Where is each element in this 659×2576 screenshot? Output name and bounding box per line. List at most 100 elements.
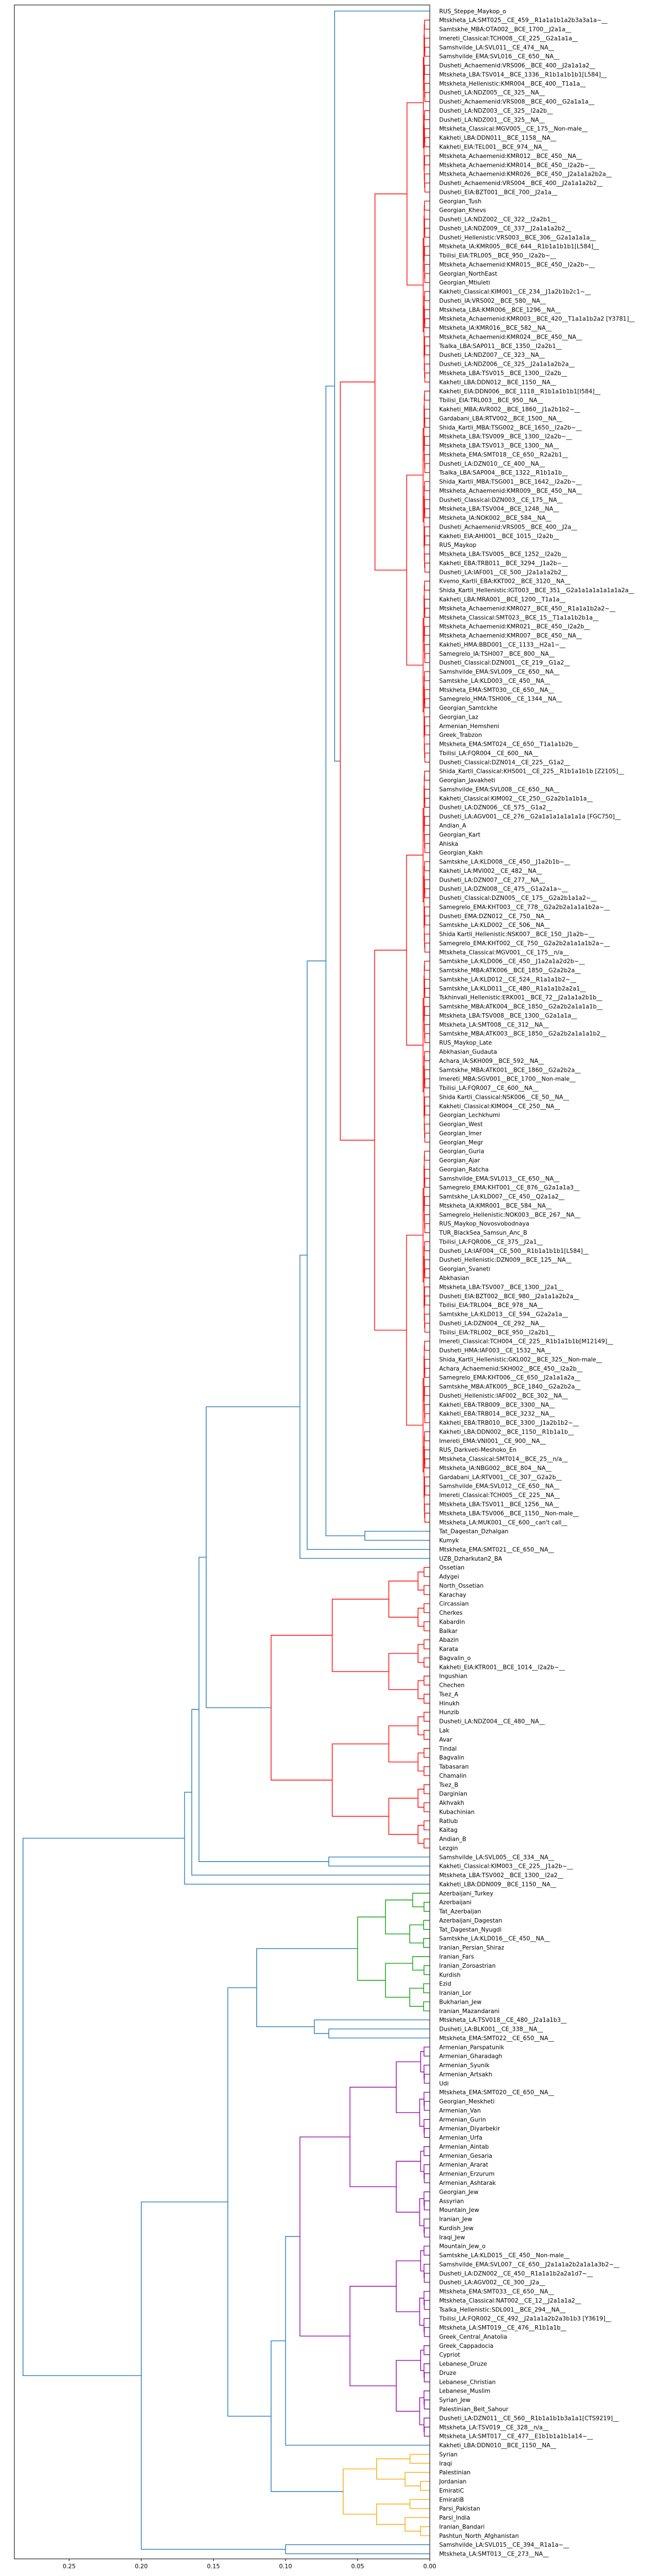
leaf-label: Mtskheta_LA:TSV018__CE_480__J2a1a1b3__ [439,2017,567,2024]
dendrogram-link [424,1341,430,1351]
leaf-label: Palestinian_Beit_Sahour [439,2406,509,2413]
dendrogram-link [423,1748,430,1758]
dendrogram-link [424,942,430,953]
dendrogram-link [418,1680,424,1699]
dendrogram-link [419,2198,424,2226]
leaf-label: Tbilisi_LA:FQR007__CE_600__NA__ [439,1085,539,1092]
leaf-label: Mtskheta_LBA:TSV006__BCE_1150__Non-male_… [439,1510,579,1517]
dendrogram-link [423,125,425,171]
leaf-label: Tsez_B [439,1782,458,1788]
dendrogram-link [420,2250,424,2272]
leaf-label: Iranian_Fars [439,1954,474,1961]
leaf-label: Dusheti_LA:NDZ004__CE_480__NA__ [439,1719,545,1725]
dendrogram-link [424,481,430,491]
leaf-label: Armenian_Erzurum [439,2171,494,2178]
dendrogram-link [256,1948,358,2027]
leaf-label: Tindal [439,1746,457,1752]
dendrogram-link [423,1639,430,1650]
leaf-label: Kakheti_EBA:TRB014__BCE_3232__NA__ [439,1411,555,1418]
leaf-label: Dusheti_LA:NDZ005__CE_325__NA__ [439,89,545,96]
leaf-label: Mtskheta_EMA:SMT018__CE_650__R2a2b1__ [439,451,568,458]
leaf-label: RUS_Maykop [439,542,477,549]
leaf-label: Samtskhe_MBA:ATK003__BCE_1850__G2a2b2a1a… [439,1031,607,1037]
dendrogram-link [423,2219,430,2233]
leaf-label: Dusheti_Hellenistic:DZN009__BCE_125__NA_… [439,1257,572,1263]
leaf-label: Dusheti_EIA:BZT001__BCE_700__J2a1a__ [439,189,558,196]
dendrogram-link [418,1752,424,1772]
dendrogram-link [424,2372,430,2383]
dendrogram-link [388,1798,418,1835]
leaf-label: Mtskheta_Achaemenid:KMR012__BCE_450__NA_… [439,153,582,160]
leaf-label: Tsalka_Hellenistic:SDL001__BCE_294__NA__ [439,2306,566,2313]
leaf-label: Tbilisi_EIA:TRL004__BCE_978__NA__ [439,1302,544,1309]
leaf-label: Parsi_Pakistan [439,2506,480,2512]
leaf-label: Dusheti_Achaemenid:VRS008__BCE_400__G2a1… [439,99,595,106]
dendrogram-link [423,2046,430,2057]
dendrogram-link [424,1223,430,1233]
dendrogram-link [420,2350,424,2371]
leaf-label: Dusheti_LA:DZN010__CE_400__NA__ [439,461,545,467]
leaf-label: Dusheti_LA:NDZ003__CE_325__I2a2b__ [439,108,553,114]
leaf-label: Iraqi [439,2461,452,2467]
leaf-label: UZB_Dzharkutan2_BA [439,1556,503,1562]
dendrogram-link [424,137,430,147]
leaf-label: Ratlub [439,1818,458,1825]
leaf-label: Samshvilde_EMA:SVL012__CE_650__NA__ [439,1483,560,1490]
leaf-label: Georgian_NorthEast [439,271,497,277]
leaf-label: RUS_Steppe_Maykop_o [439,8,506,15]
leaf-label: Armenian_Urfa [439,2135,482,2141]
leaf-label: Iranian_Bandari [439,2524,484,2530]
dendrogram-link [424,535,430,546]
dendrogram-link [374,950,407,1331]
dendrogram-link [423,1839,430,1848]
leaf-label: Armenian_Ashtarak [439,2180,497,2187]
leaf-label: Shida_Kartli_MBA:TSG002__BCE_1650__I2a2b… [439,424,582,431]
leaf-label: Dusheti_Classical:DZN003__CE_175__NA__ [439,497,563,503]
leaf-label: Avar [439,1736,452,1743]
leaf-label: Samtskhe_LA:KLD008__CE_450__J1a2b1b~__ [439,859,571,866]
leaf-label: Georgian_Javakheti [439,777,495,784]
dendrogram-link [412,1893,430,1908]
dendrogram-link [424,934,430,948]
leaf-label: Samshvilde_LA:SVL011__CE_474__NA__ [439,44,555,51]
dendrogram-link [424,1458,430,1468]
leaf-label: Dusheti_LA:NDZ001__CE_325__NA__ [439,117,545,123]
dendrogram-link [424,1078,430,1088]
leaf-label: Assyrian [439,2198,464,2205]
dendrogram-link [424,2073,430,2084]
leaf-label: Tat_Dagestan_Dzhalgan [439,1529,508,1535]
leaf-label: Armenian_Parspatunik [439,2044,504,2051]
leaf-label: Mtskheta_Achaemenid:KMR003__BCE_420__T1a… [439,316,635,323]
dendrogram-link [423,1446,425,1498]
dendrogram-link [424,988,430,998]
dendrogram-link [388,1725,418,1763]
leaf-label: Georgian_Megr [439,1139,483,1146]
dendrogram-link [388,1581,418,1618]
leaf-label: Dusheti_Classical:DZN014__CE_225__G1a2__ [439,759,570,766]
dendrogram-link [424,771,430,781]
leaf-label: Kakheti_Classical:KIM002__CE_250__G2a2b1… [439,796,593,802]
dendrogram-link [357,1916,386,1981]
leaf-label: Samtskhe_MBA:ATK004__BCE_1850__G2a2b2a1a… [439,1004,603,1010]
dendrogram-link [424,201,430,211]
leaf-label: Shida Kartli_Hellenistic:NSK007__BCE_150… [439,931,595,938]
leaf-label: Mtskheta_LA:SMT013__CE_273__NA__ [439,2551,549,2558]
dendrogram-link [424,689,430,704]
leaf-label: Georgian_Samtckhe [439,705,498,712]
dendrogram-link [424,309,430,324]
leaf-label: Mtskheta_LBA:TSV015__BCE_1300__I2a2b__ [439,370,567,377]
leaf-label: Dusheti_Achaemenid:VRS004__BCE_400__J2a1… [439,180,603,187]
leaf-label: Dusheti_LA:AGV002__CE_300__J2a__ [439,2279,545,2286]
leaf-label: Tbilisi_EIA:TRL002__BCE_950__I2a2b1__ [439,1329,555,1336]
dendrogram-link [424,1323,430,1333]
dendrogram-link [424,1295,430,1305]
leaf-label: Kakheti_Classical:KIM001__CE_234__J1a2b1… [439,289,591,296]
leaf-label: Mtskheta_Achaemenid:KMR015__BCE_450__I2a… [439,261,595,268]
leaf-label: Mtskheta_IA:NOK002__BCE_584__NA__ [439,515,552,521]
dendrogram-link [423,1901,430,1912]
leaf-label: Syrian_Jew [439,2397,471,2404]
leaf-label: Akhvakh [439,1800,464,1806]
dendrogram-link [424,336,430,351]
leaf-label: Imereti_Classical:TCH004__CE_225__R1b1a1… [439,1339,613,1345]
dendrogram-link [424,1314,430,1328]
